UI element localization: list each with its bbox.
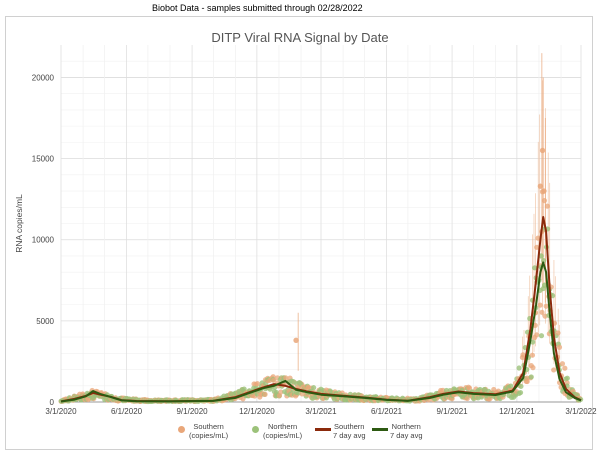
point-southern xyxy=(539,309,545,315)
x-tick-label: 9/1/2020 xyxy=(176,407,208,416)
point-southern xyxy=(562,365,568,371)
point-outlier xyxy=(293,337,299,344)
point-outlier xyxy=(541,188,547,194)
x-tick-label: 12/1/2020 xyxy=(239,407,275,416)
y-tick-label: 15000 xyxy=(32,155,55,164)
point-southern xyxy=(551,367,557,373)
x-tick-label: 9/1/2021 xyxy=(436,407,468,416)
point-northern xyxy=(541,258,547,264)
y-tick-label: 0 xyxy=(50,398,55,407)
chart-legend: Southern (copies/mL) Northern (copies/mL… xyxy=(0,422,600,448)
point-outlier xyxy=(537,183,544,189)
point-northern xyxy=(508,383,514,389)
point-southern xyxy=(543,303,549,309)
y-tick-label: 5000 xyxy=(36,317,54,326)
point-northern xyxy=(517,389,524,396)
point-northern xyxy=(530,339,536,345)
legend-label-line1: Southern xyxy=(193,422,224,431)
legend-label-line2: 7 day avg xyxy=(390,431,423,440)
chart-frame xyxy=(5,16,593,450)
x-tick-label: 3/1/2020 xyxy=(45,407,77,416)
point-northern xyxy=(516,365,522,371)
point-southern xyxy=(544,203,551,209)
x-tick-label: 3/1/2021 xyxy=(305,407,337,416)
point-southern xyxy=(530,365,536,371)
point-southern xyxy=(555,330,561,336)
point-northern xyxy=(538,333,545,339)
point-southern xyxy=(534,332,540,338)
x-tick-label: 12/1/2021 xyxy=(499,407,535,416)
point-southern xyxy=(520,352,526,358)
legend-swatch-line-icon xyxy=(315,428,331,431)
point-southern xyxy=(537,302,543,308)
point-southern xyxy=(534,244,540,250)
point-outlier xyxy=(539,147,546,154)
point-northern xyxy=(241,386,247,392)
point-northern xyxy=(311,385,317,391)
header-text: Biobot Data - samples submitted through … xyxy=(152,3,363,13)
legend-swatch-dot-icon xyxy=(252,426,259,433)
point-outlier xyxy=(541,282,548,288)
point-southern xyxy=(541,198,548,204)
point-southern xyxy=(542,313,548,319)
legend-label-line2: (copies/mL) xyxy=(263,431,303,440)
point-southern xyxy=(559,361,566,367)
x-tick-label: 6/1/2021 xyxy=(371,407,403,416)
x-tick-label: 6/1/2020 xyxy=(111,407,143,416)
point-southern xyxy=(524,378,530,385)
point-southern xyxy=(283,375,289,381)
point-southern xyxy=(535,235,541,241)
y-tick-label: 10000 xyxy=(32,236,55,245)
point-southern xyxy=(262,391,268,397)
line-northern-7day-avg xyxy=(60,261,582,403)
legend-label-line1: Northern xyxy=(391,422,421,431)
point-northern xyxy=(482,386,488,393)
point-northern xyxy=(564,375,570,381)
x-tick-label: 3/1/2022 xyxy=(565,407,597,416)
legend-swatch-line-icon xyxy=(372,428,388,431)
point-northern xyxy=(528,374,534,380)
point-southern xyxy=(529,352,536,358)
point-northern xyxy=(532,265,538,271)
chart-plot: 0 5000 10000 15000 20000 3/1/2020 6/1/2020 9/1/… xyxy=(14,45,597,416)
point-southern xyxy=(254,381,260,387)
legend-label-line2: 7 day avg xyxy=(333,431,366,440)
point-northern xyxy=(518,383,524,389)
legend-swatch-dot-icon xyxy=(178,426,185,433)
point-southern xyxy=(278,389,284,395)
legend-label-line1: Northern xyxy=(268,422,298,431)
y-axis-label: RNA copies/mL xyxy=(14,194,24,253)
point-southern xyxy=(466,385,473,391)
y-tick-label: 20000 xyxy=(32,73,55,82)
chart-title: DITP Viral RNA Signal by Date xyxy=(211,30,389,45)
legend-label-line1: Southern xyxy=(334,422,365,431)
point-southern xyxy=(271,377,277,383)
legend-label-line2: (copies/mL) xyxy=(189,431,229,440)
point-southern xyxy=(556,344,563,350)
point-southern xyxy=(464,395,470,402)
